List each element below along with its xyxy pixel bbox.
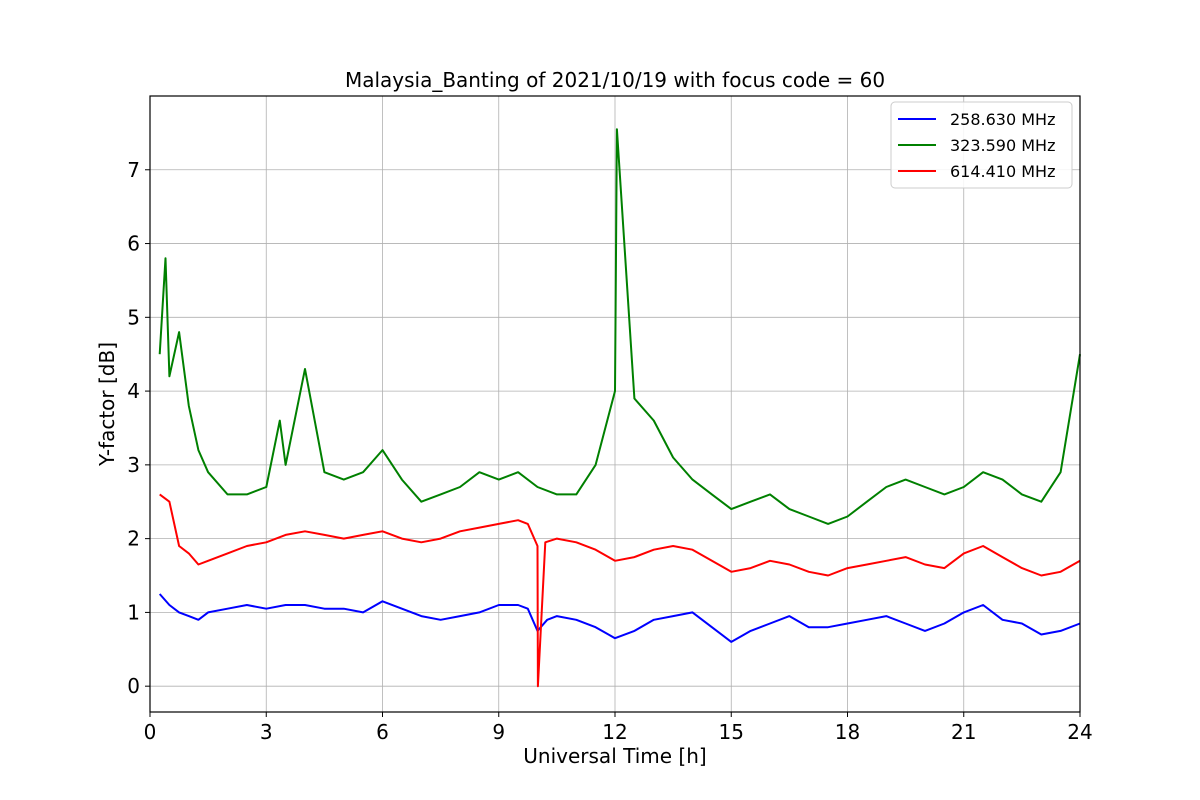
x-tick-label: 3 (260, 720, 273, 744)
legend-label-614: 614.410 MHz (950, 162, 1055, 181)
x-tick-label: 0 (144, 720, 157, 744)
y-axis-ticks: 0 1 2 3 4 5 6 7 (127, 158, 150, 698)
y-tick-label: 2 (127, 527, 140, 551)
y-tick-label: 3 (127, 453, 140, 477)
series-line-1 (158, 128, 1081, 525)
legend-label-258: 258.630 MHz (950, 110, 1055, 129)
y-tick-label: 4 (127, 379, 140, 403)
y-tick-label: 1 (127, 600, 140, 624)
y-tick-label: 5 (127, 305, 140, 329)
y-tick-label: 6 (127, 232, 140, 256)
x-tick-label: 24 (1067, 720, 1092, 744)
chart-title: Malaysia_Banting of 2021/10/19 with focu… (345, 68, 885, 92)
x-tick-label: 15 (719, 720, 744, 744)
legend-label-323: 323.590 MHz (950, 136, 1055, 155)
y-tick-label: 7 (127, 158, 140, 182)
chart-legend: 258.630 MHz 323.590 MHz 614.410 MHz (890, 101, 1073, 189)
y-tick-label: 0 (127, 674, 140, 698)
x-tick-label: 18 (835, 720, 860, 744)
x-tick-label: 12 (602, 720, 627, 744)
x-axis-ticks: 0 3 6 9 12 15 18 21 24 (144, 712, 1093, 744)
legend-box (890, 101, 1073, 189)
y-axis-label: Y-factor [dB] (95, 342, 119, 467)
series-line-0 (158, 593, 1081, 643)
series-line-2 (159, 493, 1081, 688)
x-axis-label: Universal Time [h] (523, 744, 706, 768)
x-tick-label: 21 (951, 720, 976, 744)
x-tick-label: 6 (376, 720, 389, 744)
x-tick-label: 9 (492, 720, 505, 744)
plot-series (158, 128, 1081, 688)
